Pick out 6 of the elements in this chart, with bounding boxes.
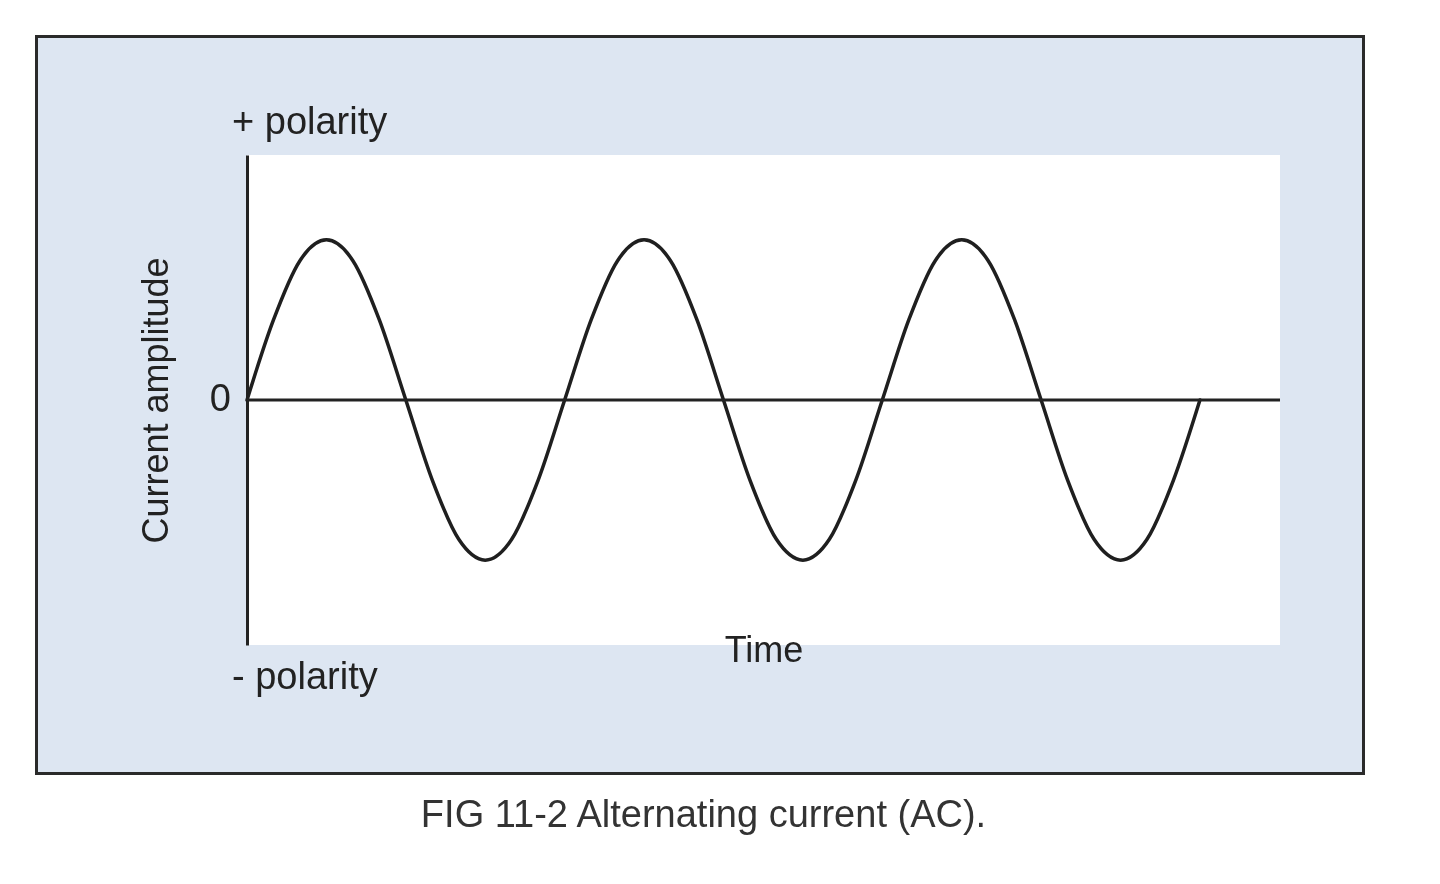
text: - polarity — [232, 655, 378, 697]
text: 0 — [209, 377, 231, 419]
text: + polarity — [232, 100, 388, 142]
x-axis-title: Time — [724, 628, 804, 670]
y-axis-title: Current amplitude — [134, 257, 176, 544]
text: FIG 11-2 Alternating current (AC). — [420, 793, 987, 835]
